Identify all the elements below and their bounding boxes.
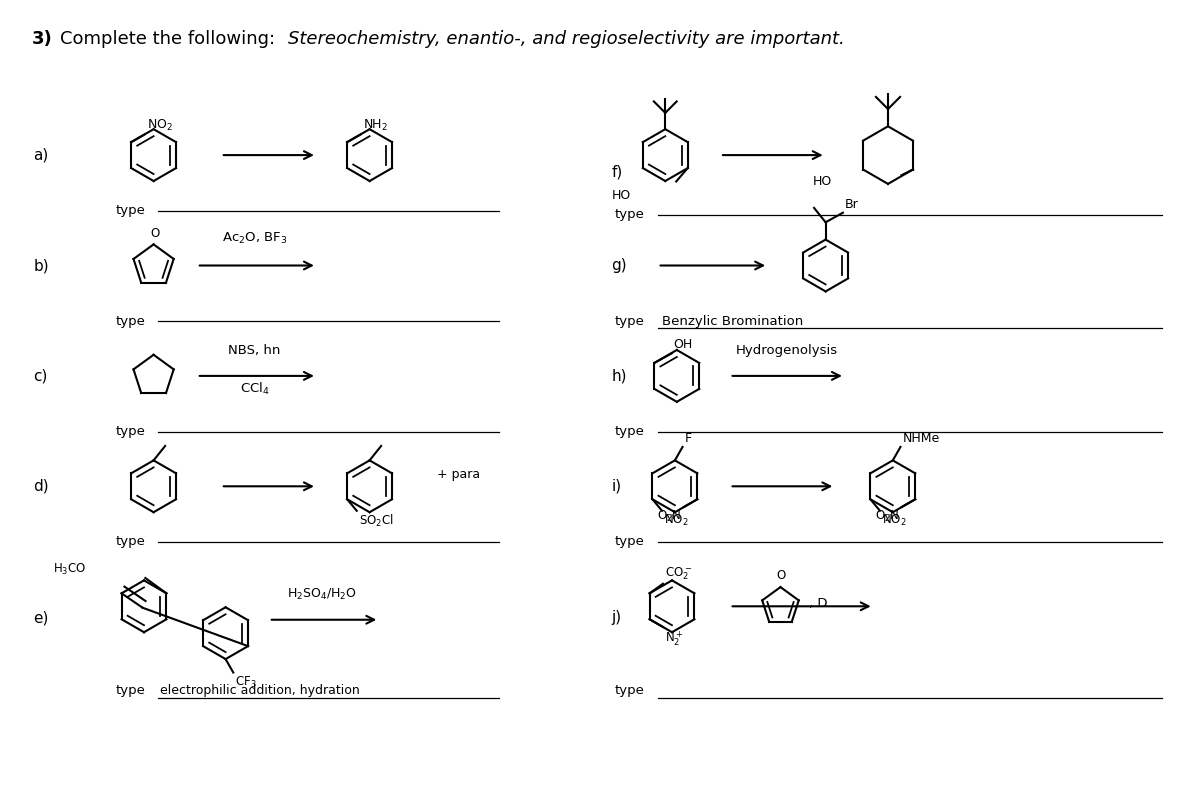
Text: NHMe: NHMe (902, 432, 940, 445)
Text: Complete the following:: Complete the following: (60, 30, 281, 48)
Text: OH: OH (673, 339, 692, 351)
Text: H$_3$CO: H$_3$CO (53, 562, 86, 577)
Text: 3): 3) (31, 30, 53, 48)
Text: CO$_2^-$: CO$_2^-$ (665, 565, 692, 582)
Text: h): h) (612, 368, 628, 383)
Text: c): c) (34, 368, 48, 383)
Text: type: type (115, 204, 145, 217)
Text: type: type (614, 208, 644, 221)
Text: NH$_2$: NH$_2$ (362, 118, 388, 133)
Text: CCl$_4$: CCl$_4$ (240, 381, 269, 397)
Text: type: type (614, 425, 644, 438)
Text: type: type (115, 684, 145, 697)
Text: type: type (614, 315, 644, 328)
Text: type: type (614, 536, 644, 549)
Text: f): f) (612, 165, 623, 180)
Text: b): b) (34, 258, 49, 273)
Text: N$_2^+$: N$_2^+$ (665, 629, 684, 648)
Text: NO$_2$: NO$_2$ (882, 513, 906, 528)
Text: NBS, hn: NBS, hn (228, 343, 281, 357)
Text: type: type (115, 315, 145, 328)
Text: i): i) (612, 479, 622, 494)
Text: CF$_3$: CF$_3$ (235, 674, 257, 689)
Text: type: type (115, 536, 145, 549)
Text: Stereochemistry, enantio-, and regioselectivity are important.: Stereochemistry, enantio-, and regiosele… (288, 30, 845, 48)
Text: , D: , D (809, 597, 828, 610)
Text: Br: Br (845, 198, 858, 211)
Text: F: F (684, 432, 691, 445)
Text: g): g) (612, 258, 628, 273)
Text: O$_2$N: O$_2$N (658, 509, 682, 524)
Text: NO$_2$: NO$_2$ (664, 513, 689, 528)
Text: O$_2$N: O$_2$N (875, 509, 900, 524)
Text: H$_2$SO$_4$/H$_2$O: H$_2$SO$_4$/H$_2$O (287, 588, 356, 603)
Text: e): e) (34, 611, 49, 626)
Text: SO$_2$Cl: SO$_2$Cl (359, 513, 394, 529)
Text: NO$_2$: NO$_2$ (146, 118, 173, 133)
Text: j): j) (612, 611, 622, 626)
Text: O: O (776, 569, 786, 582)
Text: HO: HO (612, 189, 631, 202)
Text: electrophilic addition, hydration: electrophilic addition, hydration (161, 684, 360, 697)
Text: a): a) (34, 148, 49, 163)
Text: type: type (614, 684, 644, 697)
Text: O: O (150, 227, 160, 239)
Text: type: type (115, 425, 145, 438)
Text: d): d) (34, 479, 49, 494)
Text: Benzylic Bromination: Benzylic Bromination (662, 315, 804, 328)
Text: HO: HO (814, 176, 833, 188)
Text: Hydrogenolysis: Hydrogenolysis (736, 343, 839, 357)
Text: + para: + para (437, 468, 480, 481)
Text: Ac$_2$O, BF$_3$: Ac$_2$O, BF$_3$ (222, 231, 287, 246)
